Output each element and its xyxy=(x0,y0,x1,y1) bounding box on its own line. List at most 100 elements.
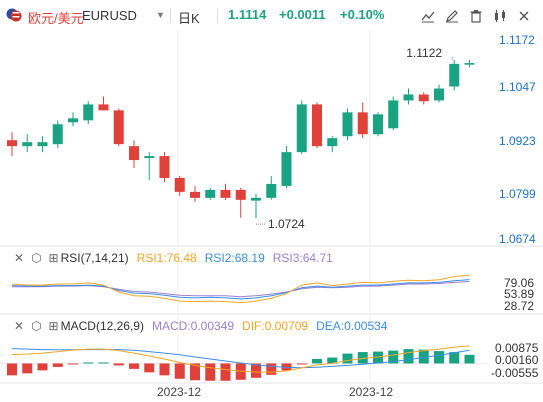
macd-bar xyxy=(403,349,414,364)
price-change-percent: +0.10% xyxy=(340,7,385,22)
macd-bar xyxy=(373,351,383,364)
low-price-label: 1.0724 xyxy=(268,217,305,231)
candle-body xyxy=(98,104,109,111)
close-icon[interactable]: ✕ xyxy=(14,251,25,265)
macd-lines xyxy=(11,345,470,373)
candle-body xyxy=(129,146,139,161)
settings-icon[interactable]: ⬡ xyxy=(31,319,42,333)
eur-usd-flag-icon xyxy=(6,8,22,22)
candle-body xyxy=(296,104,307,153)
macd-bar xyxy=(68,363,78,365)
period-selector[interactable]: 日K xyxy=(178,11,200,26)
macd-bar xyxy=(113,363,124,366)
macd-bar xyxy=(388,350,399,364)
candles xyxy=(7,55,475,225)
symbol-name[interactable]: 欧元/美元 xyxy=(28,11,84,26)
candle-body xyxy=(205,189,216,198)
macd-bar xyxy=(357,352,368,364)
price-tick: 1.0799 xyxy=(499,187,536,201)
indicators-icon[interactable] xyxy=(490,6,510,26)
rsi-name: RSI(7,14,21) xyxy=(60,251,129,265)
candle-body xyxy=(373,114,383,135)
candle-body xyxy=(190,191,200,198)
macd-bar xyxy=(342,353,353,364)
candle-body xyxy=(266,183,277,198)
divider xyxy=(170,8,171,23)
candle-body xyxy=(68,118,78,123)
rsi-header: ✕ ⬡ ⊞ RSI(7,14,21) RSI1:76.48 RSI2:68.19… xyxy=(14,251,341,265)
settings-icon[interactable]: ⬡ xyxy=(31,251,42,265)
candle-body xyxy=(235,189,246,200)
candle-body xyxy=(144,156,155,159)
expand-icon[interactable]: ⊞ xyxy=(48,251,59,265)
rsi-tick: 79.06 xyxy=(504,276,534,290)
macd-bar xyxy=(327,357,338,364)
macd-bar xyxy=(190,363,200,381)
macd-bar xyxy=(312,358,322,364)
price-change: +0.0011 xyxy=(279,7,326,22)
candle-body xyxy=(388,100,399,129)
macd-header: ✕ ⬡ ⊞ MACD(12,26,9) MACD:0.00349 DIF:0.0… xyxy=(14,319,395,333)
symbol-code[interactable]: EURUSD xyxy=(82,8,137,23)
macd-bar xyxy=(434,351,444,364)
macd-bar xyxy=(464,354,475,364)
candle-body xyxy=(464,63,475,65)
candle-body xyxy=(251,197,261,201)
macd-bar xyxy=(251,363,261,378)
delete-icon[interactable] xyxy=(466,6,486,26)
rsi2-value: RSI2:68.19 xyxy=(204,251,265,265)
candle-body xyxy=(418,94,429,102)
macd-value: MACD:0.00349 xyxy=(151,319,235,333)
price-tick: 1.1172 xyxy=(499,33,535,47)
rsi3-value: RSI3:64.71 xyxy=(272,251,333,265)
macd-histogram xyxy=(7,349,475,381)
candle-body xyxy=(449,63,460,87)
macd-bar xyxy=(129,363,139,369)
macd-bar xyxy=(296,363,307,365)
macd-bar xyxy=(205,363,216,381)
macd-bar xyxy=(220,363,231,381)
candle-body xyxy=(22,142,33,147)
macd-bar xyxy=(174,363,185,379)
macd-bar xyxy=(266,363,277,375)
close-icon[interactable]: ✕ xyxy=(14,319,25,333)
dif-line xyxy=(11,345,470,373)
price-tick: 1.1047 xyxy=(499,80,536,94)
rsi-lines xyxy=(11,274,470,304)
last-price: 1.1114 xyxy=(228,7,267,22)
chart-style-icon[interactable] xyxy=(418,6,438,26)
date-label: 2023-12 xyxy=(349,385,393,399)
candle-body xyxy=(281,152,292,186)
high-price-label: 1.1122 xyxy=(406,46,442,60)
macd-bar xyxy=(98,362,109,364)
rsi-tick: 28.72 xyxy=(504,299,534,313)
macd-bar xyxy=(7,363,17,376)
expand-icon[interactable]: ⊞ xyxy=(48,319,59,333)
macd-bar xyxy=(22,363,33,374)
candle-body xyxy=(83,104,94,121)
macd-bar xyxy=(235,363,246,380)
candle-body xyxy=(312,104,322,147)
price-tick: 1.0923 xyxy=(499,134,536,148)
close-icon[interactable] xyxy=(514,6,534,26)
candle-body xyxy=(7,140,17,147)
candle-body xyxy=(357,112,368,135)
macd-bar xyxy=(449,352,460,364)
macd-tick: 0.00160 xyxy=(495,353,539,367)
macd-tick: 0.00875 xyxy=(495,341,539,355)
macd-bar xyxy=(37,363,48,371)
candle-body xyxy=(220,189,231,198)
rsi-tick: 53.89 xyxy=(504,287,534,301)
price-tick: 1.0674 xyxy=(499,232,536,246)
rsi1-value: RSI1:76.48 xyxy=(136,251,197,265)
symbol-dropdown-icon[interactable]: ▼ xyxy=(156,10,165,20)
candle-body xyxy=(174,177,185,192)
candle-body xyxy=(342,112,353,137)
candle-body xyxy=(434,88,444,101)
draw-icon[interactable] xyxy=(442,6,462,26)
candle-body xyxy=(113,110,124,145)
macd-bar xyxy=(52,363,63,367)
dif-value: DIF:0.00709 xyxy=(242,319,309,333)
candle-body xyxy=(327,138,338,147)
